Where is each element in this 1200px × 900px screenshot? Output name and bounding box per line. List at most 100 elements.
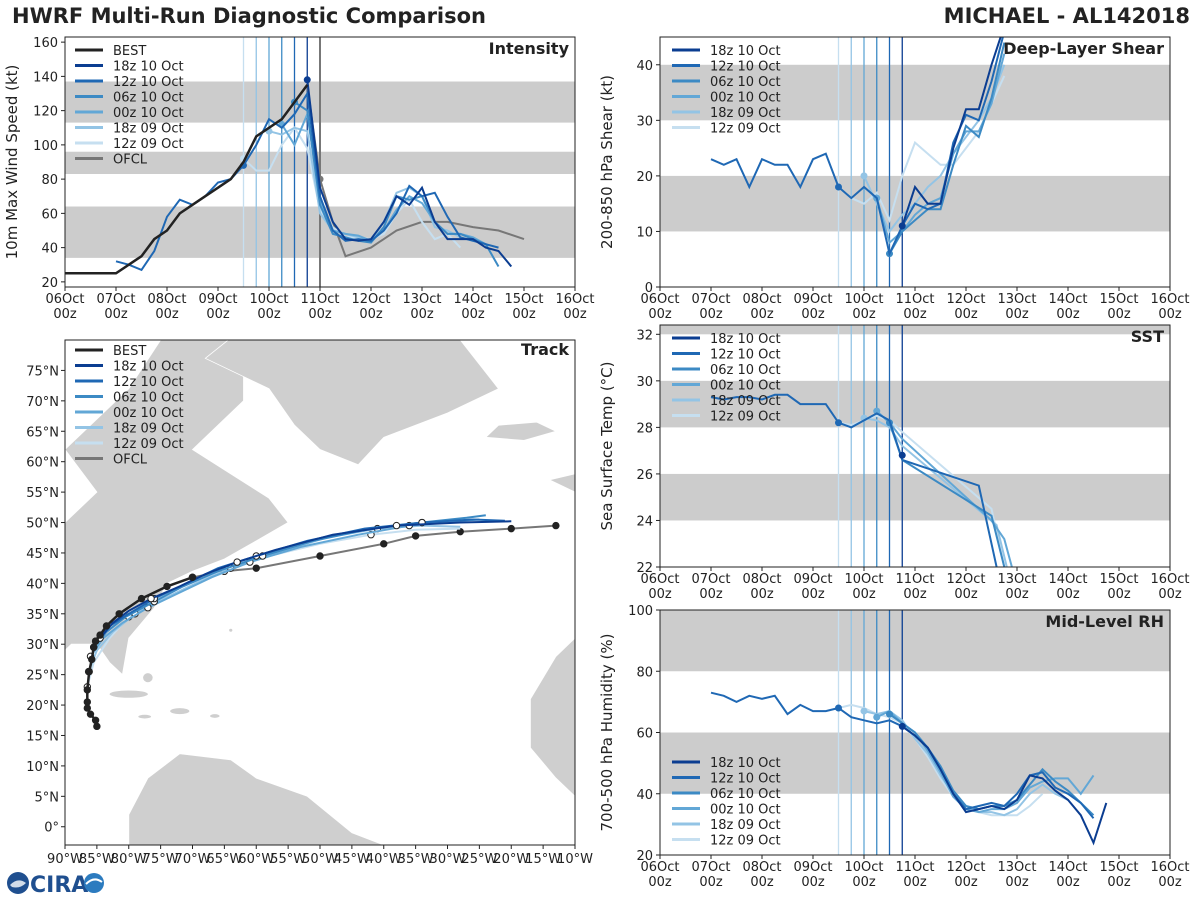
intensity-panel-title: Intensity	[489, 39, 570, 58]
shear-xtick-label-day: 11Oct	[895, 292, 934, 307]
rh-xtick-label-day: 07Oct	[691, 860, 730, 875]
intensity-init-marker	[303, 76, 311, 84]
sst-xtick-label-hour: 00z	[1005, 587, 1029, 602]
intensity-ytick-label: 140	[33, 70, 58, 85]
rh-init-marker	[860, 707, 868, 715]
rh-xtick-label-day: 08Oct	[742, 860, 781, 875]
sst-xtick-label-hour: 00z	[903, 587, 927, 602]
sst-xtick-label-day: 09Oct	[793, 572, 832, 587]
intensity-xtick-label-day: 15Oct	[504, 292, 543, 307]
intensity-ytick-label: 120	[33, 105, 58, 120]
rh-xtick-label-hour: 00z	[852, 875, 876, 890]
sst-xtick-label-hour: 00z	[699, 587, 723, 602]
track-map-layer	[65, 340, 575, 845]
rh-xtick-label-hour: 00z	[903, 875, 927, 890]
track-lon-label: 15°W	[525, 852, 561, 867]
rh-legend-label: 18z 10 Oct	[710, 756, 781, 771]
track-position-marker	[96, 631, 104, 639]
shear-xtick-label-hour: 00z	[954, 307, 978, 322]
intensity-legend-label: 06z 10 Oct	[113, 91, 184, 106]
intensity-xtick-label-hour: 00z	[359, 307, 383, 322]
track-lon-label: 25°W	[461, 852, 497, 867]
track-lat-label: 20°N	[26, 699, 59, 714]
rh-panel-title: Mid-Level RH	[1045, 612, 1164, 631]
track-legend-label: 00z 10 Oct	[113, 406, 184, 421]
track-lon-label: 55°W	[270, 852, 306, 867]
intensity-ytick-label: 100	[33, 139, 58, 154]
track-position-marker	[102, 622, 111, 630]
shear-series-line	[901, 37, 1002, 227]
sst-xtick-label-hour: 00z	[1107, 587, 1131, 602]
sst-xtick-label-day: 06Oct	[640, 572, 679, 587]
sst-xtick-label-day: 11Oct	[895, 572, 934, 587]
intensity-ytick-label: 160	[33, 36, 58, 51]
rh-legend-label: 06z 10 Oct	[710, 787, 781, 802]
sst-ytick-label: 22	[636, 561, 653, 576]
intensity-xtick-label-hour: 00z	[257, 307, 281, 322]
iceland-land	[484, 421, 558, 441]
shear-xtick-label-day: 06Oct	[640, 292, 679, 307]
track-lon-label: 75°W	[143, 852, 179, 867]
track-position-marker	[137, 594, 146, 603]
island-land	[109, 690, 148, 698]
track-lat-label: 60°N	[26, 456, 59, 471]
intensity-xtick-label-hour: 00z	[53, 307, 77, 322]
intensity-xtick-label-day: 07Oct	[96, 292, 135, 307]
track-position-marker	[86, 710, 95, 718]
rh-series-line	[901, 725, 1108, 846]
intensity-series-line	[242, 126, 462, 249]
intensity-xtick-label-day: 10Oct	[249, 292, 288, 307]
intensity-xtick-label-hour: 00z	[512, 307, 536, 322]
track-position-marker	[83, 698, 92, 706]
track-lon-label: 30°W	[430, 852, 466, 867]
intensity-legend-label: 18z 09 Oct	[113, 122, 184, 137]
shear-legend-label: 12z 09 Oct	[710, 122, 781, 137]
island-land	[143, 673, 153, 683]
track-line	[99, 520, 512, 639]
track-lon-label: 90°W	[47, 852, 83, 867]
sst-ytick-label: 30	[636, 375, 653, 390]
track-legend-label: 12z 09 Oct	[113, 437, 184, 452]
cira-logo-text: CIRA	[30, 873, 88, 898]
intensity-legend-label: 12z 09 Oct	[113, 137, 184, 152]
uk-land	[548, 473, 575, 514]
shear-legend-label: 00z 10 Oct	[710, 91, 781, 106]
intensity-xtick-label-day: 12Oct	[351, 292, 390, 307]
sst-shade-band	[660, 380, 1170, 428]
track-position-marker	[91, 637, 100, 645]
shear-legend-label: 18z 09 Oct	[710, 106, 781, 121]
intensity-xtick-label-hour: 00z	[104, 307, 128, 322]
shear-xtick-label-day: 16Oct	[1150, 292, 1189, 307]
rh-xtick-label-hour: 00z	[954, 875, 978, 890]
sst-xtick-label-day: 14Oct	[1048, 572, 1087, 587]
sst-xtick-label-hour: 00z	[801, 587, 825, 602]
sst-panel-title: SST	[1131, 327, 1164, 346]
track-lat-label: 30°N	[26, 638, 59, 653]
rh-ytick-label: 60	[636, 727, 653, 742]
sst-legend-label: 00z 10 Oct	[710, 379, 781, 394]
intensity-series-line	[65, 84, 309, 275]
shear-xtick-label-hour: 00z	[1005, 307, 1029, 322]
rh-xtick-label-hour: 00z	[1056, 875, 1080, 890]
shear-panel-title: Deep-Layer Shear	[1003, 39, 1164, 58]
rh-xtick-label-hour: 00z	[1107, 875, 1131, 890]
rh-ylabel: 700-500 hPa Humidity (%)	[598, 633, 616, 831]
intensity-xtick-label-hour: 00z	[206, 307, 230, 322]
intensity-xtick-label-hour: 00z	[410, 307, 434, 322]
shear-xtick-label-day: 15Oct	[1099, 292, 1138, 307]
track-lat-label: 0°	[44, 821, 59, 836]
shear-ytick-label: 10	[636, 225, 653, 240]
rh-xtick-label-day: 12Oct	[946, 860, 985, 875]
sst-xtick-label-hour: 00z	[750, 587, 774, 602]
track-position-marker	[392, 521, 401, 530]
sst-xtick-label-hour: 00z	[954, 587, 978, 602]
intensity-xtick-label-hour: 00z	[308, 307, 332, 322]
cira-logo: CIRA	[7, 872, 104, 898]
island-land	[210, 714, 220, 718]
track-position-marker	[93, 722, 101, 731]
track-lat-label: 45°N	[26, 547, 59, 562]
track-position-marker	[188, 573, 197, 581]
rh-legend-label: 12z 10 Oct	[710, 772, 781, 787]
track-lon-label: 70°W	[175, 852, 211, 867]
